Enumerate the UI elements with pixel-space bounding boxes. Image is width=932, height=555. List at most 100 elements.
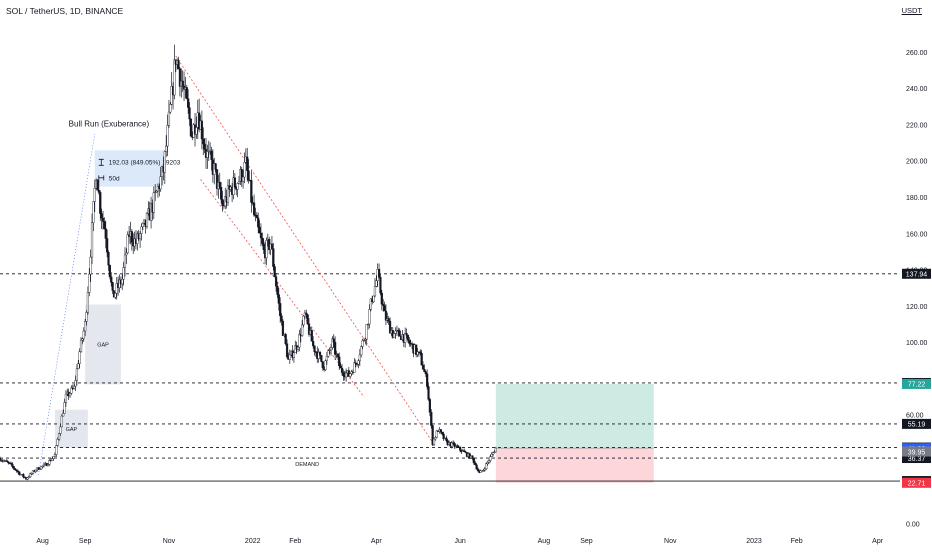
- gap-label: GAP: [66, 427, 78, 433]
- candle-body: [111, 282, 114, 291]
- candle-body: [101, 217, 105, 222]
- candle-body: [301, 324, 304, 336]
- y-tick-label: 240.00: [906, 86, 928, 93]
- candle-body: [140, 226, 143, 234]
- candle-body: [405, 333, 408, 336]
- candle-body: [14, 468, 17, 471]
- stop-zone: [495, 448, 654, 483]
- candle-body: [482, 469, 485, 472]
- candle-body: [114, 293, 117, 298]
- candle-body: [55, 445, 58, 455]
- candle-body: [464, 451, 467, 453]
- candle-body: [307, 323, 311, 335]
- candle-body: [366, 323, 370, 326]
- x-tick-label: Nov: [163, 538, 176, 545]
- candle-body: [486, 461, 489, 464]
- candle-body: [342, 372, 345, 377]
- candle-body: [236, 183, 239, 190]
- candle-body: [177, 60, 180, 69]
- candle-body: [77, 363, 80, 369]
- currency-label[interactable]: USDT: [901, 6, 922, 15]
- candle-body: [106, 238, 109, 253]
- y-tick-label: 200.00: [906, 159, 928, 166]
- candle-body: [360, 346, 363, 356]
- candle-body: [115, 283, 118, 294]
- candle-body: [408, 340, 411, 344]
- candle-body: [233, 177, 236, 188]
- candle-body: [22, 473, 25, 478]
- candle-body: [100, 213, 103, 219]
- candle-body: [310, 330, 313, 342]
- candle-body: [18, 471, 21, 475]
- candle-body: [270, 243, 274, 249]
- candle-body: [328, 349, 331, 351]
- candle-body: [145, 213, 149, 227]
- candle-body: [125, 252, 128, 256]
- candle-body: [126, 234, 129, 254]
- candle-body: [240, 169, 243, 182]
- candle-body: [218, 181, 221, 188]
- candle-body: [491, 452, 495, 455]
- candle-body: [226, 185, 230, 203]
- price-tag: [902, 453, 931, 464]
- candle-body: [373, 286, 377, 297]
- candle-body: [476, 468, 480, 471]
- candle-body: [79, 339, 83, 352]
- candle-body: [104, 228, 107, 239]
- candle-body: [453, 443, 456, 447]
- candle-body: [15, 469, 18, 472]
- candle-body: [173, 59, 176, 96]
- x-tick-label: Nov: [664, 538, 677, 545]
- candle-body: [273, 266, 276, 277]
- candle-body: [242, 176, 245, 182]
- measure-price-change: 192.03 (849.05%) 19203: [109, 159, 181, 166]
- candle-body: [138, 233, 142, 239]
- candle-body: [90, 222, 94, 258]
- candle-body: [471, 455, 474, 459]
- channel-upper-line: [175, 55, 433, 443]
- candle-body: [62, 413, 65, 417]
- candle-body: [86, 292, 90, 313]
- candle-body: [284, 334, 287, 345]
- candle-body: [490, 454, 493, 457]
- y-tick-label: 60.00: [906, 413, 924, 420]
- candle-body: [277, 294, 280, 304]
- candle-body: [27, 476, 30, 479]
- candle-body: [340, 367, 344, 373]
- candle-body: [38, 468, 41, 470]
- candle-body: [368, 309, 371, 325]
- candle-body: [372, 295, 375, 303]
- candle-body: [445, 437, 448, 441]
- candle-body: [318, 352, 322, 356]
- candle-body: [427, 386, 430, 400]
- candle-body: [393, 333, 396, 338]
- candle-body: [189, 118, 193, 137]
- price-tag: [902, 446, 931, 457]
- measure-box: [94, 150, 164, 187]
- candle-body: [63, 402, 66, 414]
- candle-body: [130, 231, 133, 243]
- price-tag-label: 55.19: [908, 422, 926, 429]
- candle-body: [452, 442, 455, 444]
- candle-body: [382, 303, 385, 306]
- candle-body: [327, 350, 330, 357]
- candle-body: [214, 163, 217, 170]
- candle-body: [354, 362, 357, 364]
- measure-height-icon: [98, 158, 104, 166]
- candle-body: [472, 457, 475, 464]
- candle-body: [272, 248, 275, 267]
- candle-body: [82, 330, 85, 339]
- candle-body: [404, 333, 407, 343]
- candle-body: [424, 371, 427, 375]
- candle-body: [298, 333, 301, 348]
- candle-body: [11, 463, 14, 467]
- candle-body: [103, 221, 106, 230]
- candle-body: [305, 312, 308, 315]
- candle-body: [75, 368, 79, 381]
- candle-body: [165, 145, 168, 152]
- candle-body: [170, 86, 173, 105]
- candle-body: [265, 240, 268, 259]
- candle-body: [37, 467, 40, 470]
